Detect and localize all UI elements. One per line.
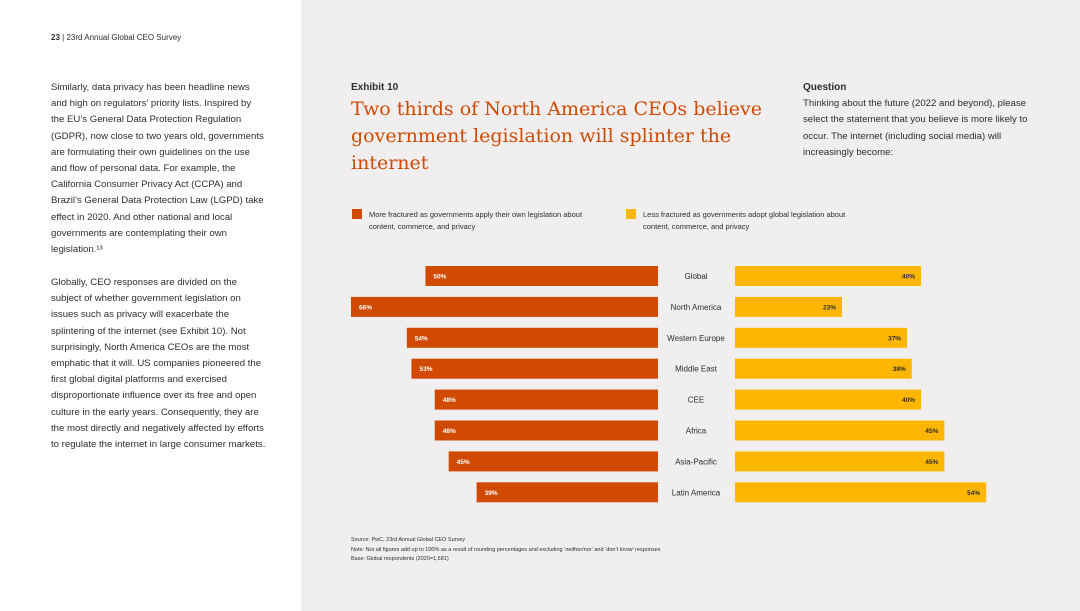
category-label-africa: Africa (686, 427, 707, 436)
bar-less-fractured-global (735, 266, 922, 286)
data-label-less-fractured-asia-pacific: 45% (925, 459, 938, 466)
bar-more-fractured-latin-america (476, 482, 658, 503)
bar-less-fractured-cee (735, 389, 922, 410)
category-label-asia-pacific: Asia-Pacific (675, 457, 717, 466)
bar-less-fractured-north-america (735, 296, 842, 317)
data-label-more-fractured-western-europe: 54% (415, 335, 428, 342)
data-label-more-fractured-latin-america: 39% (485, 490, 498, 497)
rounding-note: Note: Not all figures add up to 100% as … (351, 546, 661, 553)
question-text: Thinking about the future (2022 and beyo… (803, 98, 1028, 159)
legend-label-less-fractured: Less fractured as governments adopt glob… (643, 210, 846, 231)
bar-more-fractured-north-america (351, 296, 658, 317)
data-label-more-fractured-cee: 48% (443, 397, 456, 404)
legend-swatch-more-fractured (352, 209, 362, 219)
exhibit-label: Exhibit 10 (351, 82, 399, 93)
bar-more-fractured-middle-east (411, 358, 658, 379)
bar-less-fractured-western-europe (735, 327, 908, 348)
text-panel (0, 0, 301, 611)
body-paragraph-1: Similarly, data privacy has been headlin… (51, 82, 264, 256)
bar-more-fractured-asia-pacific (448, 451, 658, 472)
category-label-middle-east: Middle East (675, 365, 718, 374)
header-title: 23rd Annual Global CEO Survey (66, 33, 182, 42)
footnotes: Source: PwC, 23rd Annual Global CEO Surv… (351, 536, 661, 565)
data-label-more-fractured-asia-pacific: 45% (457, 459, 470, 466)
bar-more-fractured-cee (434, 389, 658, 410)
legend-label-more-fractured: More fractured as governments apply thei… (369, 210, 583, 231)
bar-less-fractured-middle-east (735, 358, 912, 379)
data-label-less-fractured-global: 40% (902, 274, 915, 281)
base-note: Base: Global respondents (2020=1,581) (351, 556, 449, 562)
category-label-western-europe: Western Europe (667, 334, 725, 343)
data-label-less-fractured-north-america: 23% (823, 304, 836, 311)
bar-more-fractured-africa (434, 420, 658, 441)
data-label-less-fractured-cee: 40% (902, 397, 915, 404)
bar-more-fractured-western-europe (406, 327, 658, 348)
page-header: 23 | 23rd Annual Global CEO Survey (51, 33, 181, 42)
data-label-less-fractured-africa: 45% (925, 428, 938, 435)
exhibit-title: Two thirds of North America CEOs believe… (351, 98, 762, 174)
bar-less-fractured-latin-america (735, 482, 987, 503)
data-label-less-fractured-middle-east: 38% (893, 366, 906, 373)
category-label-north-america: North America (671, 303, 722, 312)
data-label-more-fractured-global: 50% (433, 274, 446, 281)
data-label-less-fractured-latin-america: 54% (967, 490, 980, 497)
data-label-less-fractured-western-europe: 37% (888, 335, 901, 342)
header-separator: | (62, 33, 65, 42)
page-number: 23 (51, 33, 60, 42)
category-label-latin-america: Latin America (672, 488, 721, 497)
data-label-more-fractured-africa: 48% (443, 428, 456, 435)
source-note: Source: PwC, 23rd Annual Global CEO Surv… (351, 537, 466, 543)
category-label-cee: CEE (688, 396, 704, 405)
data-label-more-fractured-middle-east: 53% (419, 366, 432, 373)
category-label-global: Global (684, 272, 707, 281)
question-label: Question (803, 82, 847, 93)
bar-less-fractured-africa (735, 420, 945, 441)
bar-less-fractured-asia-pacific (735, 451, 945, 472)
legend-swatch-less-fractured (626, 209, 636, 219)
bar-more-fractured-global (425, 266, 658, 286)
data-label-more-fractured-north-america: 66% (359, 304, 372, 311)
body-paragraph-2: Globally, CEO responses are divided on t… (51, 277, 266, 451)
